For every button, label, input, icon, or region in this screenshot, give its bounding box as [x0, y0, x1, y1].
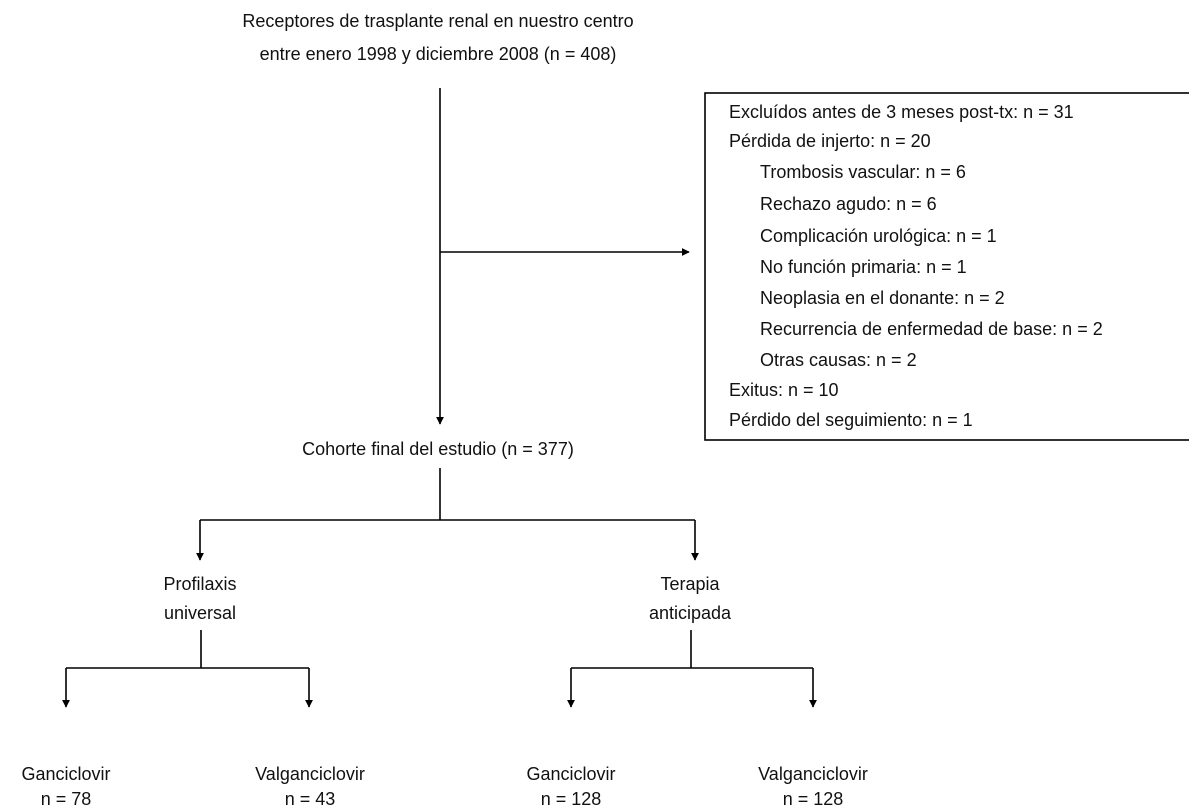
top-text: entre enero 1998 y diciembre 2008 (n = 4…: [260, 44, 617, 64]
arm-drug: Valganciclovir: [255, 764, 365, 784]
group-label: Terapia: [660, 574, 720, 594]
arm-drug: Ganciclovir: [526, 764, 615, 784]
cohort-text: Cohorte final del estudio (n = 377): [302, 439, 574, 459]
arm-n: n = 128: [541, 789, 602, 809]
exclusion-box: [704, 92, 1189, 441]
exclusion-line: Pérdido del seguimiento: n = 1: [729, 410, 973, 430]
arm-n: n = 78: [41, 789, 92, 809]
exclusion-line: Exitus: n = 10: [729, 380, 839, 400]
arm-drug: Ganciclovir: [21, 764, 110, 784]
exclusion-line: Pérdida de injerto: n = 20: [729, 131, 931, 151]
cause-line: Recurrencia de enfermedad de base: n = 2: [760, 319, 1103, 339]
group-label: universal: [164, 603, 236, 623]
cause-line: Otras causas: n = 2: [760, 350, 917, 370]
arm-n: n = 43: [285, 789, 336, 809]
group-label: anticipada: [649, 603, 732, 623]
top-text: Receptores de trasplante renal en nuestr…: [242, 11, 633, 31]
cause-line: Complicación urológica: n = 1: [760, 226, 997, 246]
group-label: Profilaxis: [163, 574, 236, 594]
cause-line: Rechazo agudo: n = 6: [760, 194, 937, 214]
arm-n: n = 128: [783, 789, 844, 809]
exclusion-line: Excluídos antes de 3 meses post-tx: n = …: [729, 102, 1074, 122]
arm-drug: Valganciclovir: [758, 764, 868, 784]
cause-line: No función primaria: n = 1: [760, 257, 967, 277]
cause-line: Neoplasia en el donante: n = 2: [760, 288, 1005, 308]
cause-line: Trombosis vascular: n = 6: [760, 162, 966, 182]
